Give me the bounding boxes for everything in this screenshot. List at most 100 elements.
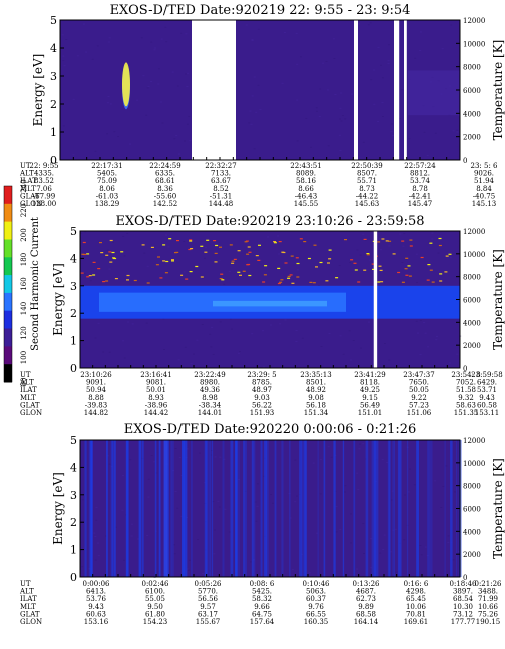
texture-cell [454, 491, 456, 493]
y2-tick-label: 6000 [463, 297, 481, 305]
texture-cell [147, 85, 150, 87]
texture-cell [94, 337, 97, 339]
y2-tick-label: 8000 [463, 483, 481, 491]
table-cell: 151.34 [304, 409, 329, 417]
scatter-dot [381, 238, 385, 240]
data-gap [373, 230, 378, 369]
data-streak [281, 440, 284, 577]
table-cell: 22:50:39 [351, 162, 382, 170]
scatter-dot [328, 258, 332, 260]
texture-cell [367, 24, 370, 26]
row-label: ILAT [20, 386, 37, 394]
table-cell: 22:57:24 [404, 162, 436, 170]
scatter-dot [448, 253, 452, 255]
table-cell: 48.97 [252, 386, 272, 394]
texture-cell [93, 532, 96, 534]
scatter-dot [157, 256, 160, 258]
row-label: UT [20, 580, 31, 588]
texture-cell [295, 32, 298, 34]
table-cell: 53.76 [86, 595, 107, 603]
scatter-dot [299, 238, 303, 240]
table-cell: 68.58 [356, 610, 376, 618]
texture-cell [255, 111, 258, 113]
texture-cell [65, 39, 68, 40]
table-cell: 151.35 [454, 409, 479, 417]
scatter-dot [133, 279, 137, 282]
scatter-dot [189, 239, 193, 241]
scatter-dot [438, 244, 442, 247]
texture-cell [146, 535, 149, 536]
table-cell: 10.06 [406, 603, 427, 611]
table-cell: 8.84 [476, 185, 492, 193]
texture-cell [373, 69, 376, 71]
texture-cell [218, 506, 221, 508]
texture-cell [153, 49, 156, 51]
texture-cell [164, 26, 167, 28]
texture-cell [251, 95, 254, 97]
texture-cell [219, 321, 222, 323]
scatter-dot [204, 251, 208, 253]
texture-cell [378, 238, 381, 240]
y2-tick-label: 4000 [463, 319, 481, 327]
texture-cell [333, 58, 336, 59]
scatter-dot [439, 273, 443, 275]
colorbar-label: Second Harmonic Current [30, 217, 41, 351]
table-cell: 169.61 [404, 618, 429, 626]
y2-axis-label: Temperature [K] [491, 40, 505, 141]
texture-cell [122, 559, 125, 561]
table-cell: -40.75 [473, 192, 495, 200]
texture-cell [308, 572, 311, 574]
texture-cell [448, 362, 451, 364]
table-cell: 0:21:26 [475, 580, 503, 588]
texture-cell [364, 239, 367, 241]
texture-cell [295, 341, 298, 342]
row-label: ALT [19, 588, 34, 596]
table-cell: 23: 5: 6 [471, 162, 499, 170]
table-cell: 9.43 [88, 603, 104, 611]
texture-cell [381, 102, 384, 104]
scatter-dot [438, 237, 442, 240]
data-streak [342, 440, 345, 577]
y-tick-label: 4 [70, 461, 77, 474]
scatter-dot [141, 244, 145, 246]
scatter-dot [126, 274, 130, 277]
texture-cell [108, 463, 111, 465]
texture-cell [401, 262, 404, 264]
texture-cell [325, 60, 328, 62]
texture-cell [447, 541, 450, 543]
texture-cell [383, 534, 386, 536]
texture-cell [253, 148, 256, 150]
texture-cell [441, 48, 444, 50]
scatter-dot [146, 282, 150, 284]
table-cell: 8118. [360, 379, 380, 387]
y2-tick-label: 8000 [463, 64, 481, 72]
y-tick-label: 5 [70, 225, 77, 238]
texture-cell [61, 34, 64, 36]
scatter-dot [388, 240, 392, 242]
table-cell: 8.06 [99, 185, 115, 193]
texture-cell [250, 123, 253, 125]
table-cell: 22:17:31 [91, 162, 122, 170]
scatter-dot [397, 271, 401, 274]
data-streak [138, 440, 142, 577]
data-streak [429, 440, 433, 577]
table-cell: -38.34 [199, 401, 222, 409]
table-cell: 9.32 [458, 394, 474, 402]
data-streak [111, 440, 114, 577]
texture-cell [62, 125, 65, 127]
y-tick-label: 4 [50, 42, 57, 55]
scatter-dot [380, 281, 384, 283]
texture-cell [223, 458, 226, 460]
y2-tick-label: 0 [463, 157, 467, 165]
texture-cell [248, 122, 251, 124]
table-cell: 55.71 [357, 177, 377, 185]
y2-tick-label: 0 [463, 365, 467, 373]
data-streak [397, 440, 401, 577]
y2-tick-label: 12000 [463, 17, 485, 25]
table-cell: 144.42 [144, 409, 169, 417]
scatter-dot [439, 280, 443, 282]
y-tick-label: 0 [70, 571, 77, 584]
texture-cell [107, 96, 110, 97]
table-cell: 56.49 [360, 401, 380, 409]
scatter-dot [313, 244, 317, 246]
